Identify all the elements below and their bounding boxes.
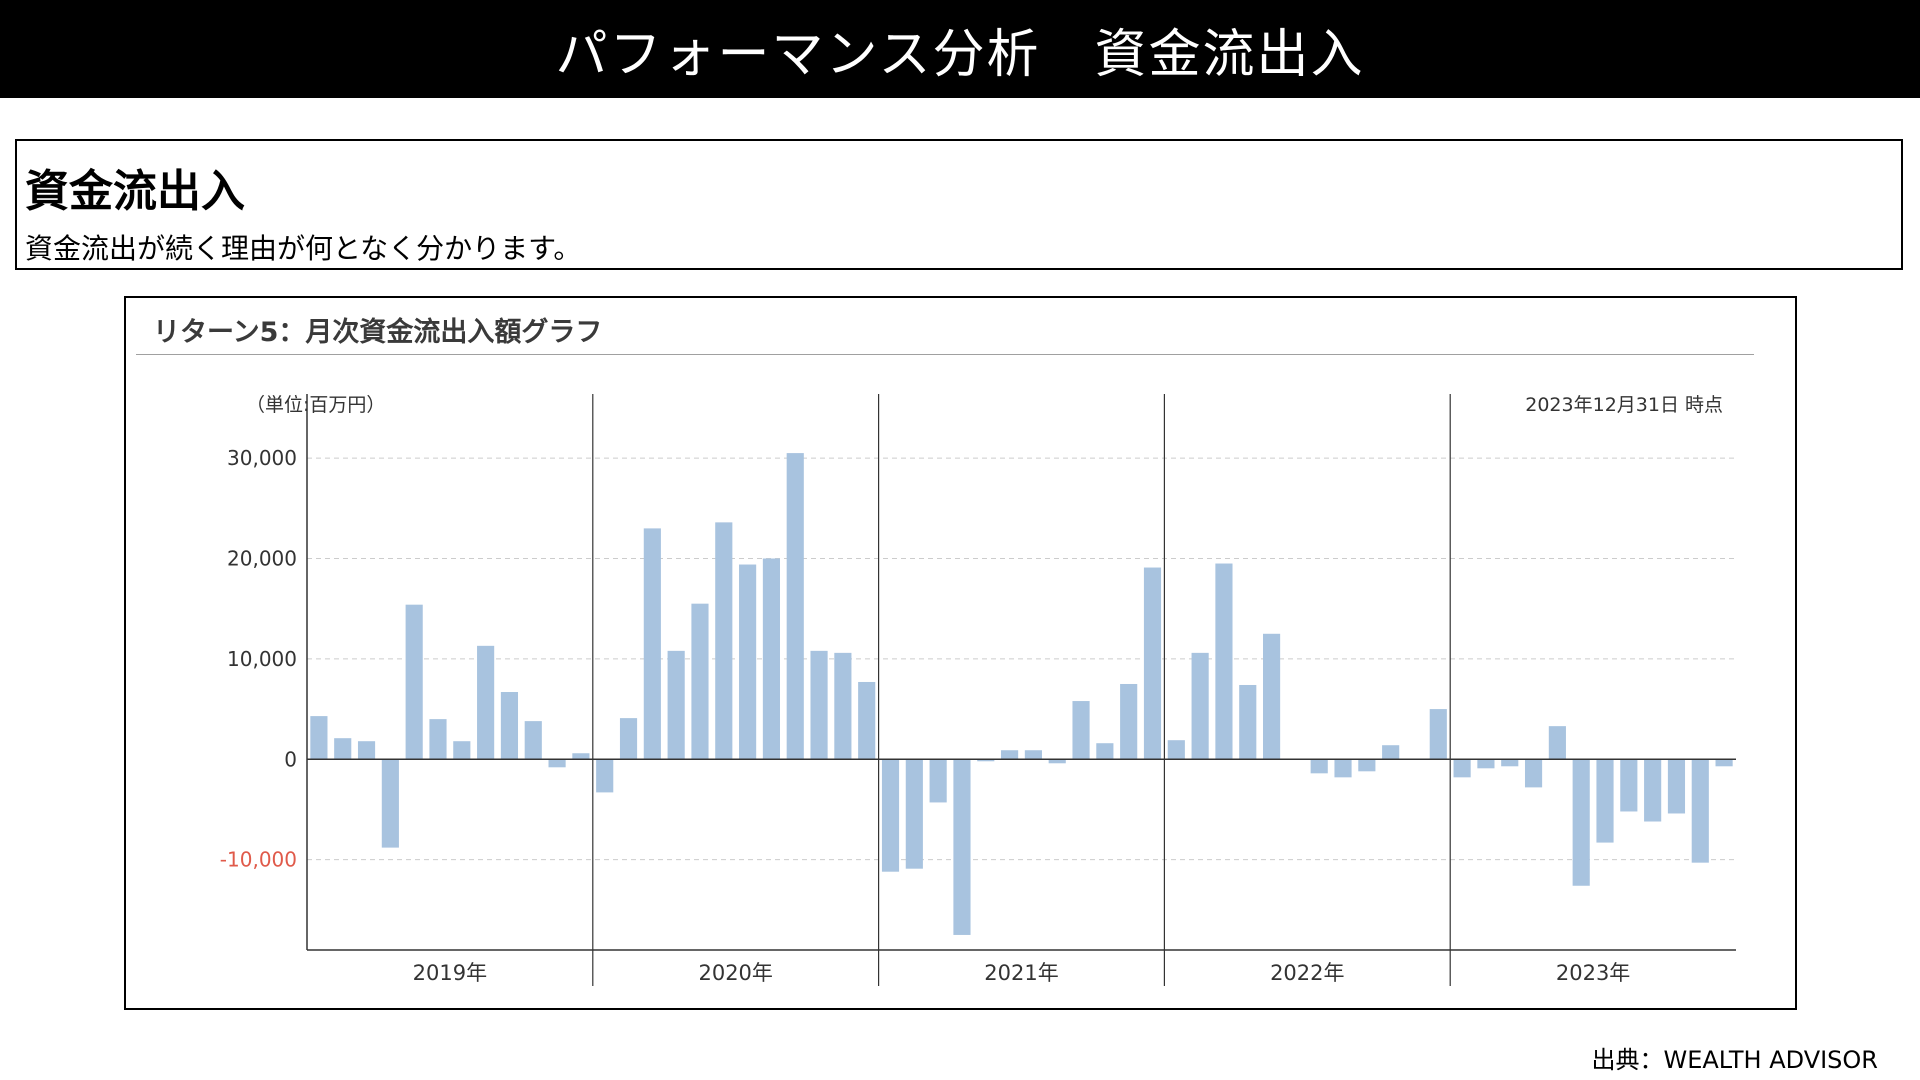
bar: [715, 522, 733, 760]
bar: [1048, 759, 1066, 764]
y-tick-label: -10,000: [220, 848, 297, 872]
bar: [381, 759, 399, 848]
bar: [405, 604, 423, 760]
bar: [1620, 759, 1638, 812]
bar: [834, 652, 852, 760]
y-tick-label: 30,000: [227, 446, 297, 470]
bar: [1239, 684, 1257, 760]
bar: [977, 759, 995, 762]
bar: [1096, 743, 1114, 760]
bar: [1524, 759, 1543, 788]
bar: [953, 759, 971, 935]
bar: [1120, 683, 1138, 760]
bar: [1501, 759, 1519, 767]
bar-chart: 30,000 20,000 10,000 0 -10,000 2019年 2020年 2021…: [220, 394, 1736, 986]
section-heading: 資金流出入: [25, 166, 245, 217]
bar: [357, 741, 376, 760]
x-tick-label: 2023年: [1556, 961, 1630, 985]
chart-title: リターン5：月次資金流出入額グラフ: [153, 317, 603, 348]
y-tick-label: 10,000: [227, 647, 297, 671]
bar: [929, 759, 947, 803]
bar: [1548, 726, 1566, 760]
bar: [619, 718, 638, 760]
bar: [596, 759, 614, 793]
bar: [1453, 759, 1471, 778]
bar: [762, 558, 780, 760]
y-tick-label: 0: [284, 747, 297, 771]
bar: [810, 650, 828, 760]
bar: [667, 650, 685, 760]
bar: [1667, 759, 1686, 814]
y-tick-label: 20,000: [227, 547, 297, 571]
bar: [1477, 759, 1495, 769]
bar: [1358, 759, 1376, 772]
bar: [334, 738, 352, 760]
bar: [1263, 633, 1281, 760]
bar: [1310, 759, 1328, 774]
bar: [1024, 750, 1042, 760]
page-title: パフォーマンス分析 資金流出入: [555, 24, 1365, 85]
bar: [453, 741, 471, 760]
chart-unit-label: （単位:百万円）: [246, 394, 386, 416]
bar: [1167, 740, 1185, 760]
bar: [1572, 759, 1590, 886]
bar: [1072, 701, 1090, 760]
bar: [1691, 759, 1709, 863]
bar: [1596, 759, 1614, 843]
bar: [429, 719, 447, 760]
bar: [1143, 567, 1162, 760]
section-description: 資金流出が続く理由が何となく分かります。: [25, 232, 582, 265]
bar: [1644, 759, 1662, 822]
source-credit: 出典：WEALTH ADVISOR: [1591, 1046, 1879, 1074]
bar: [739, 564, 757, 760]
bar: [1382, 745, 1400, 760]
bar: [500, 692, 519, 760]
x-tick-label: 2021年: [984, 961, 1058, 985]
bar: [1001, 750, 1019, 760]
bar: [548, 759, 566, 768]
chart-frame: リターン5：月次資金流出入額グラフ （単位:百万円） 2023年12月31日 時…: [124, 296, 1797, 1010]
bar: [1715, 759, 1733, 767]
bar: [786, 453, 804, 760]
section-box: 資金流出入 資金流出が続く理由が何となく分かります。: [15, 139, 1903, 270]
chart-as-of-date: 2023年12月31日 時点: [1525, 394, 1723, 416]
bar: [905, 759, 923, 869]
bar: [1429, 709, 1447, 760]
bar: [310, 716, 328, 760]
chart-title-divider: [136, 354, 1754, 355]
bar: [524, 721, 542, 760]
x-tick-label: 2022年: [1270, 961, 1344, 985]
bar: [643, 528, 661, 760]
x-tick-label: 2020年: [698, 961, 772, 985]
bar: [572, 753, 590, 760]
bar: [858, 681, 876, 760]
x-tick-label: 2019年: [413, 961, 487, 985]
bar: [881, 759, 900, 872]
page-title-bar: パフォーマンス分析 資金流出入: [0, 0, 1920, 98]
bar: [1215, 563, 1233, 760]
bar: [1334, 759, 1352, 778]
bar: [477, 645, 495, 760]
bar: [1191, 652, 1209, 760]
bar: [691, 603, 709, 760]
